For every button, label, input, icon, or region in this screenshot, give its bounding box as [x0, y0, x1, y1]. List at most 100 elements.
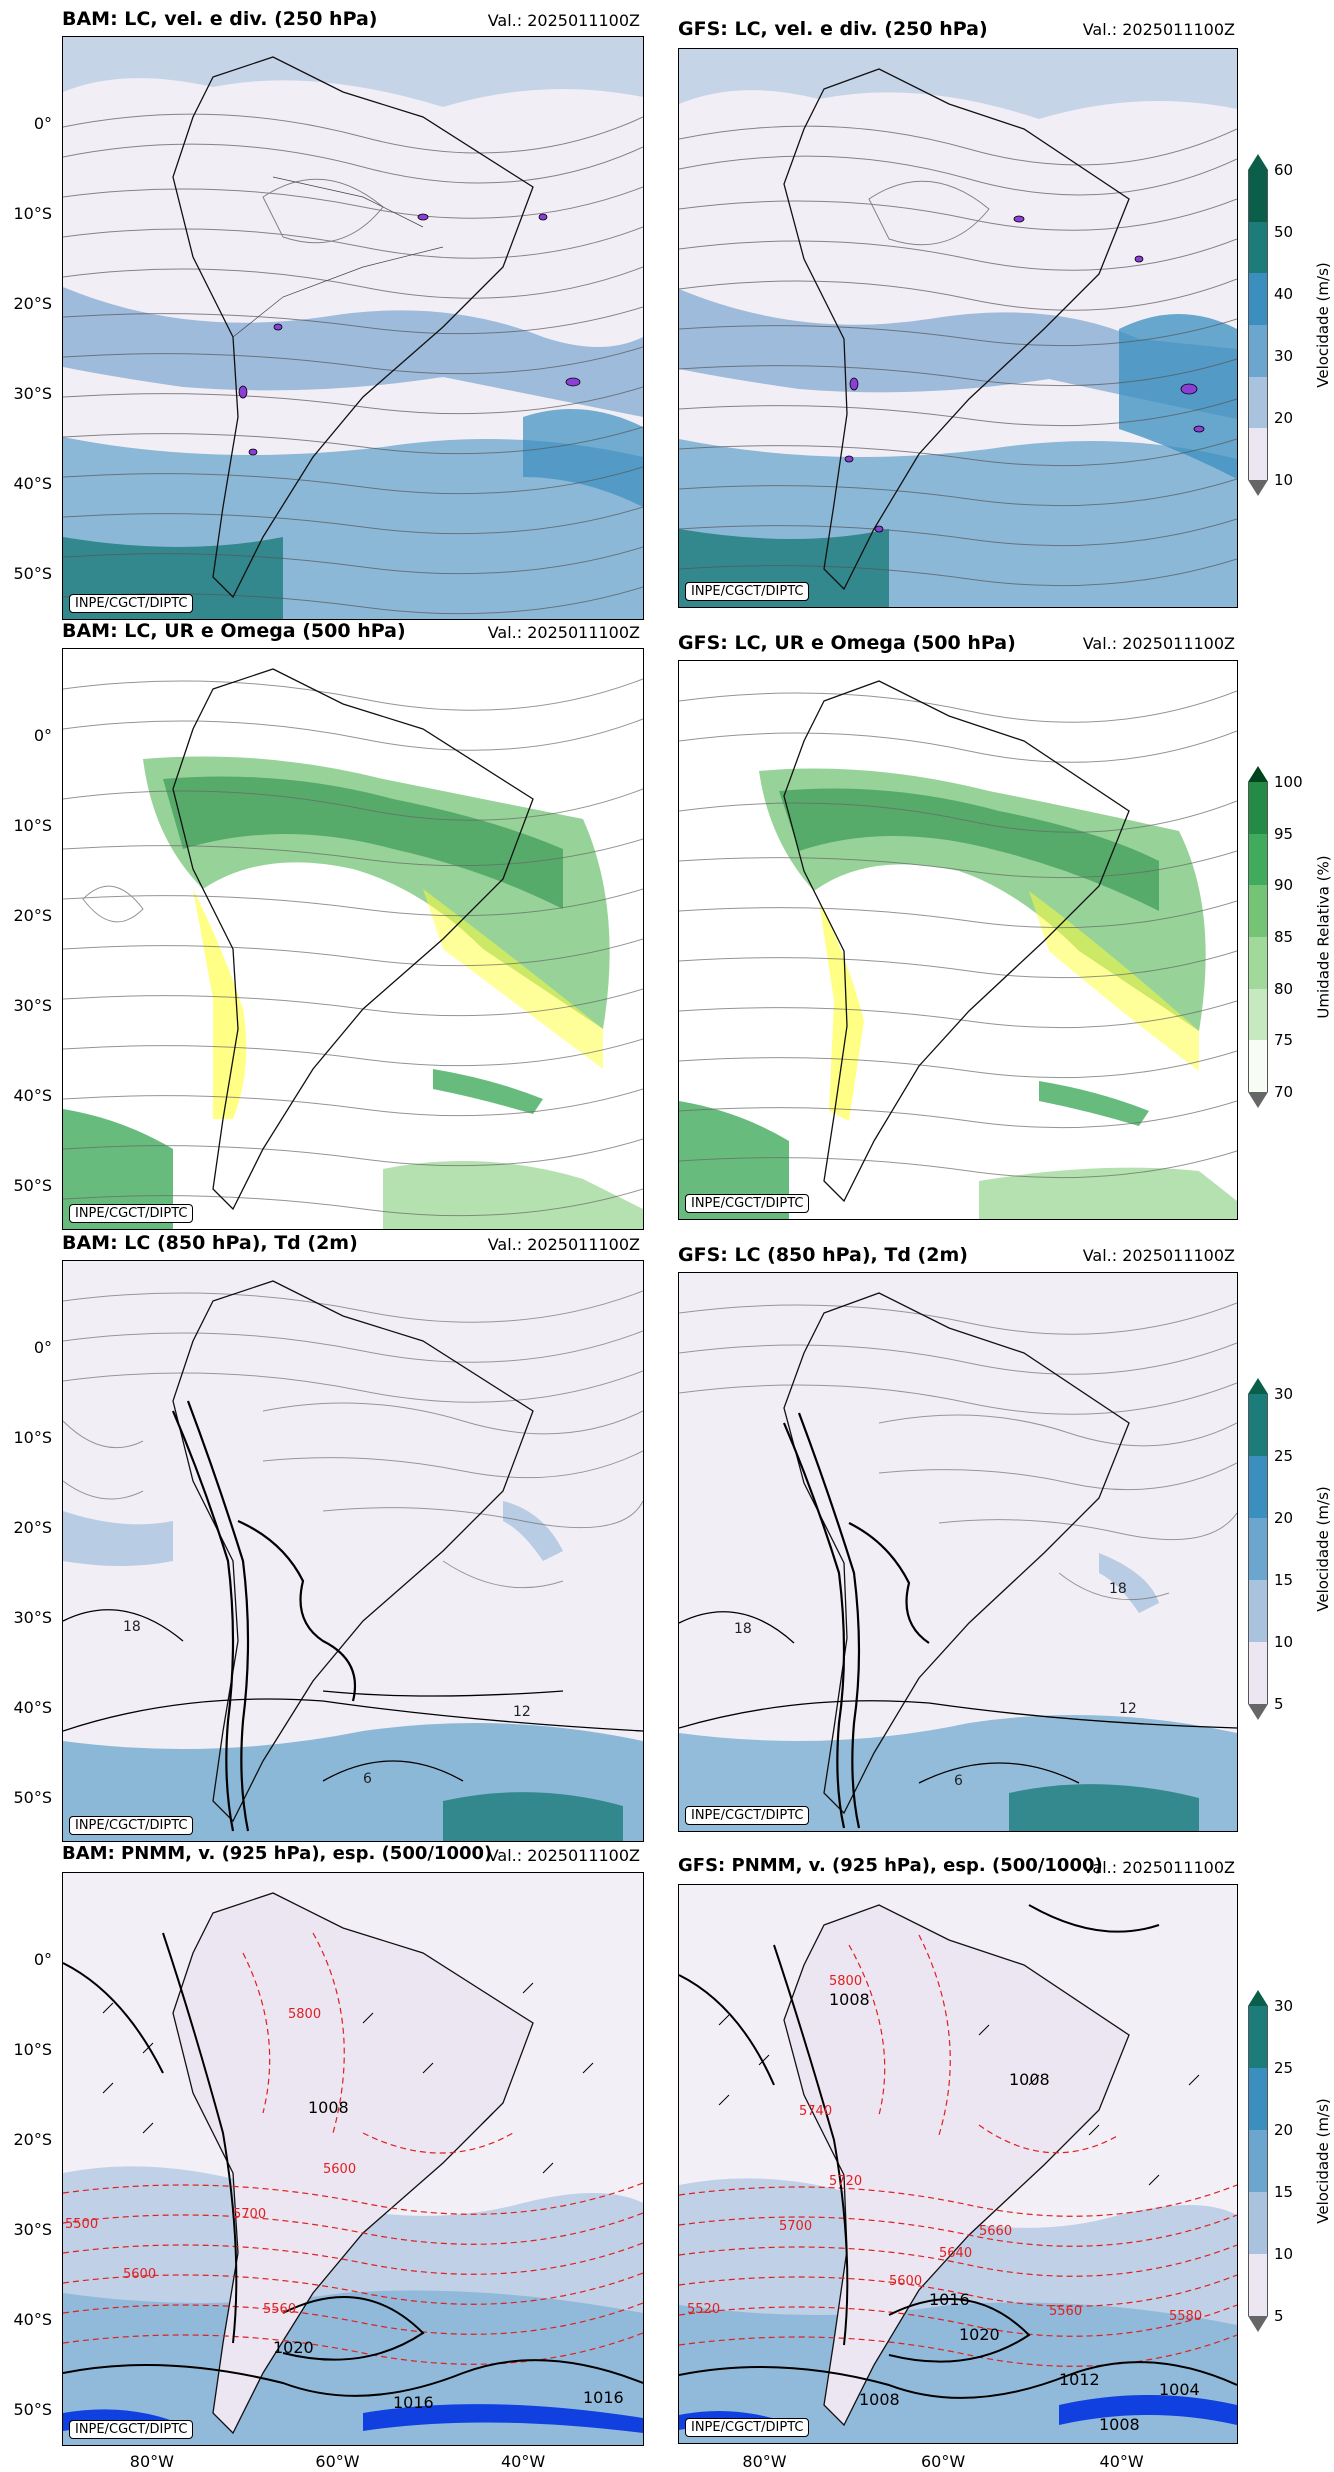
- colorbar-segment: [1248, 1580, 1268, 1642]
- lat-tick-label: 50°S: [13, 564, 52, 583]
- valid-time: Val.: 2025011100Z: [1082, 20, 1235, 39]
- valid-time: Val.: 2025011100Z: [487, 1846, 640, 1865]
- map-bam-pnmm: 1016 1008 1020 1016 5800 5600 5700 5600 …: [62, 1872, 644, 2446]
- lat-tick-label: 40°S: [13, 2310, 52, 2329]
- credit-label: INPE/CGCT/DIPTC: [69, 594, 194, 613]
- pnmm-label: 1008: [829, 1990, 870, 2009]
- panel-title: GFS: LC, vel. e div. (250 hPa): [678, 18, 988, 40]
- map-canvas: 18 12 6: [63, 1261, 643, 1841]
- colorbar-tick-label: 10: [1274, 1633, 1294, 1651]
- contour-label: 12: [1119, 1701, 1137, 1717]
- colorbar-tick-label: 25: [1274, 2059, 1294, 2077]
- panel-title: GFS: LC (850 hPa), Td (2m): [678, 1244, 968, 1266]
- colorbar-extend-top: [1248, 1990, 1268, 2006]
- colorbar-extend-bottom: [1248, 480, 1268, 496]
- map-bam-850: 18 12 6 INPE/CGCT/DIPTC: [62, 1260, 644, 1842]
- colorbar-extend-top: [1248, 1378, 1268, 1394]
- pnmm-label: 1012: [1059, 2370, 1100, 2389]
- colorbar-tick-label: 85: [1274, 928, 1294, 946]
- colorbar-extend-top: [1248, 154, 1268, 170]
- colorbar-segment: [1248, 2192, 1268, 2254]
- map-gfs-pnmm: 1008 1008 1016 1020 1008 1012 1004 1008 …: [678, 1884, 1238, 2444]
- pnmm-label: 1008: [1009, 2070, 1050, 2089]
- colorbar-segment: [1248, 988, 1268, 1041]
- map-gfs-250: INPE/CGCT/DIPTC: [678, 48, 1238, 608]
- pnmm-label: 1004: [1159, 2380, 1200, 2399]
- panel-title: BAM: LC, vel. e div. (250 hPa): [62, 8, 378, 30]
- colorbar-tick-label: 10: [1274, 471, 1294, 489]
- colorbar-segment: [1248, 782, 1268, 834]
- colorbar-segment: [1248, 1518, 1268, 1580]
- panel-title: BAM: LC (850 hPa), Td (2m): [62, 1232, 358, 1254]
- thickness-label: 5800: [288, 2007, 321, 2022]
- panel-title: GFS: PNMM, v. (925 hPa), esp. (500/1000): [678, 1855, 1103, 1876]
- lat-tick-label: 20°S: [13, 1518, 52, 1537]
- contour-label: 18: [1109, 1581, 1127, 1597]
- lon-tick-label: 60°W: [920, 2452, 966, 2471]
- colorbar-tick-label: 90: [1274, 876, 1294, 895]
- lat-tick-label: 40°S: [13, 1086, 52, 1105]
- colorbar-extend-bottom: [1248, 1092, 1268, 1108]
- lat-tick-label: 50°S: [13, 2400, 52, 2419]
- map-canvas: [679, 49, 1237, 607]
- lat-tick-label: 10°S: [13, 204, 52, 223]
- map-canvas: .: [63, 37, 643, 619]
- colorbar-tick-label: 40: [1274, 285, 1294, 303]
- credit-label: INPE/CGCT/DIPTC: [69, 2420, 194, 2439]
- valid-time: Val.: 2025011100Z: [487, 623, 640, 642]
- colorbar-segment: [1248, 885, 1268, 937]
- colorbar-tick-label: 80: [1274, 979, 1294, 998]
- colorbar: [1248, 766, 1268, 1108]
- pnmm-label: 1008: [1099, 2415, 1140, 2434]
- contour-label: 18: [123, 1619, 141, 1635]
- thickness-label: 5600: [889, 2274, 922, 2289]
- map-gfs-850: 18 12 6 18 INPE/CGCT/DIPTC: [678, 1272, 1238, 1832]
- lat-tick-label: 0°: [33, 726, 52, 745]
- lat-tick-label: 30°S: [13, 384, 52, 403]
- credit-label: INPE/CGCT/DIPTC: [69, 1204, 194, 1223]
- thickness-label: 5560: [1049, 2304, 1082, 2319]
- lat-tick-label: 0°: [33, 114, 52, 133]
- colorbar-segment: [1248, 2254, 1268, 2316]
- lat-tick-label: 20°S: [13, 906, 52, 925]
- lat-tick-label: 20°S: [13, 294, 52, 313]
- colorbar-tick-label: 30: [1274, 1385, 1294, 1403]
- thickness-label: 5660: [979, 2224, 1012, 2239]
- colorbar-segment: [1248, 1642, 1268, 1704]
- lat-tick-label: 50°S: [13, 1788, 52, 1807]
- thickness-label: 5700: [779, 2219, 812, 2234]
- colorbar-segment: [1248, 428, 1268, 480]
- colorbar-segment: [1248, 273, 1268, 325]
- valid-time: Val.: 2025011100Z: [487, 11, 640, 30]
- colorbar-tick-label: 30: [1274, 347, 1294, 365]
- thickness-label: 5740: [799, 2104, 832, 2119]
- colorbar-tick-label: 5: [1274, 2307, 1284, 2325]
- colorbar-tick-label: 95: [1274, 824, 1294, 843]
- map-canvas: 18 12 6 18: [679, 1273, 1237, 1831]
- pnmm-label: 1016: [393, 2393, 434, 2412]
- colorbar-tick-label: 5: [1274, 1695, 1284, 1713]
- colorbar-tick-label: 100: [1274, 773, 1303, 791]
- lon-tick-label: 80°W: [742, 2452, 787, 2471]
- colorbar-segment: [1248, 1040, 1268, 1092]
- colorbar-title: Velocidade (m/s): [1313, 2098, 1332, 2224]
- thickness-label: 5560: [263, 2302, 296, 2317]
- lon-tick-label: 80°W: [129, 2452, 174, 2471]
- contour-label: 18: [734, 1621, 752, 1637]
- colorbar-segment: [1248, 325, 1268, 377]
- colorbar-title: Velocidade (m/s): [1313, 262, 1332, 388]
- lat-tick-label: 30°S: [13, 2220, 52, 2239]
- pnmm-label: 1008: [859, 2390, 900, 2409]
- colorbar-segment: [1248, 170, 1268, 222]
- colorbar-segment: [1248, 2006, 1268, 2068]
- pnmm-label: 1016: [583, 2388, 624, 2407]
- colorbar-segment: [1248, 1394, 1268, 1456]
- lat-tick-label: 0°: [33, 1338, 52, 1357]
- map-bam-500: INPE/CGCT/DIPTC: [62, 648, 644, 1230]
- colorbar-segment: [1248, 937, 1268, 989]
- thickness-label: 5580: [1169, 2309, 1202, 2324]
- thickness-label: 5600: [123, 2267, 156, 2282]
- map-gfs-500: INPE/CGCT/DIPTC: [678, 660, 1238, 1220]
- colorbar-tick-label: 10: [1274, 2245, 1294, 2263]
- colorbar-segment: [1248, 2130, 1268, 2192]
